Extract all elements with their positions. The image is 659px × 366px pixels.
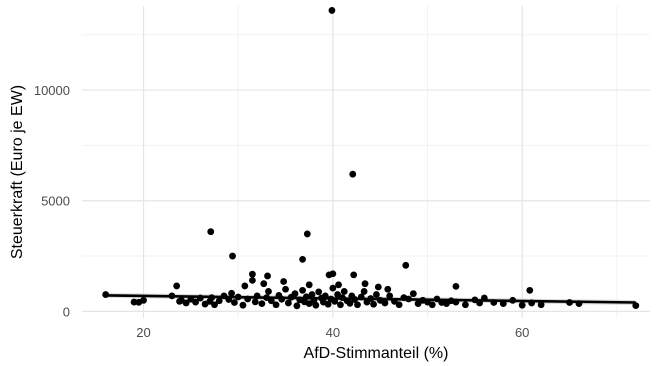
data-point xyxy=(335,281,342,289)
data-point xyxy=(211,301,218,309)
data-point xyxy=(350,271,358,279)
data-point xyxy=(414,300,422,308)
trend-layer xyxy=(105,294,636,304)
data-point xyxy=(308,291,316,298)
data-point xyxy=(361,280,369,288)
data-point xyxy=(305,300,313,308)
data-point xyxy=(231,299,238,306)
data-point xyxy=(249,270,256,278)
data-point xyxy=(324,300,332,308)
data-point xyxy=(249,276,256,284)
data-point xyxy=(346,299,354,307)
data-point xyxy=(340,288,348,295)
data-point xyxy=(428,301,436,309)
data-point xyxy=(239,301,247,309)
data-point xyxy=(537,301,545,309)
data-point xyxy=(182,299,190,307)
data-point xyxy=(305,281,313,289)
y-tick-label: 5000 xyxy=(41,194,70,209)
data-point xyxy=(299,286,306,294)
data-point xyxy=(395,301,403,309)
points-layer xyxy=(102,7,640,310)
data-point xyxy=(173,282,181,290)
data-point xyxy=(241,282,249,290)
data-point xyxy=(386,292,394,300)
data-point xyxy=(140,296,147,304)
data-point xyxy=(265,288,272,295)
data-point xyxy=(228,289,235,297)
data-point xyxy=(381,299,389,307)
data-point xyxy=(328,7,336,14)
data-point xyxy=(272,301,280,309)
data-point xyxy=(280,278,288,285)
data-point xyxy=(251,298,259,306)
data-point xyxy=(267,297,275,305)
data-point xyxy=(373,291,380,298)
data-point xyxy=(337,301,344,309)
data-point xyxy=(409,290,417,298)
data-point xyxy=(264,272,271,280)
y-tick-label: 10000 xyxy=(34,83,70,98)
trend-line xyxy=(105,294,636,304)
y-tick-labels: 0 5000 10000 xyxy=(34,83,70,319)
major-grid xyxy=(82,6,650,318)
data-point xyxy=(349,170,357,178)
data-point xyxy=(207,228,215,236)
data-point xyxy=(329,284,337,292)
data-point xyxy=(260,280,268,288)
x-tick-labels: 20 40 60 xyxy=(136,325,529,340)
data-point xyxy=(284,299,292,307)
data-point xyxy=(229,252,236,260)
y-axis-title: Steuerkraft (Euro je EW) xyxy=(9,85,26,259)
data-point xyxy=(215,297,223,305)
x-tick-label: 20 xyxy=(136,325,150,340)
data-point xyxy=(354,301,361,309)
data-point xyxy=(374,283,382,291)
y-tick-label: 0 xyxy=(63,304,70,319)
data-point xyxy=(526,286,534,294)
data-point xyxy=(293,302,301,310)
x-tick-label: 40 xyxy=(326,325,340,340)
data-point xyxy=(452,282,460,290)
x-tick-label: 60 xyxy=(515,325,529,340)
data-point xyxy=(518,301,526,309)
x-axis-title: AfD-Stimmanteil (%) xyxy=(304,345,449,362)
data-point xyxy=(325,271,333,279)
data-point xyxy=(360,288,368,295)
data-point xyxy=(462,301,469,309)
data-point xyxy=(282,285,289,293)
data-point xyxy=(299,255,306,263)
data-point xyxy=(315,288,323,296)
data-point xyxy=(312,301,320,309)
data-point xyxy=(291,290,299,298)
data-point xyxy=(632,302,640,310)
data-point xyxy=(303,230,311,238)
data-point xyxy=(384,285,392,293)
data-point xyxy=(192,298,200,306)
data-point xyxy=(402,261,410,269)
data-point xyxy=(258,300,266,308)
data-point xyxy=(370,300,377,308)
minor-grid xyxy=(82,6,650,318)
